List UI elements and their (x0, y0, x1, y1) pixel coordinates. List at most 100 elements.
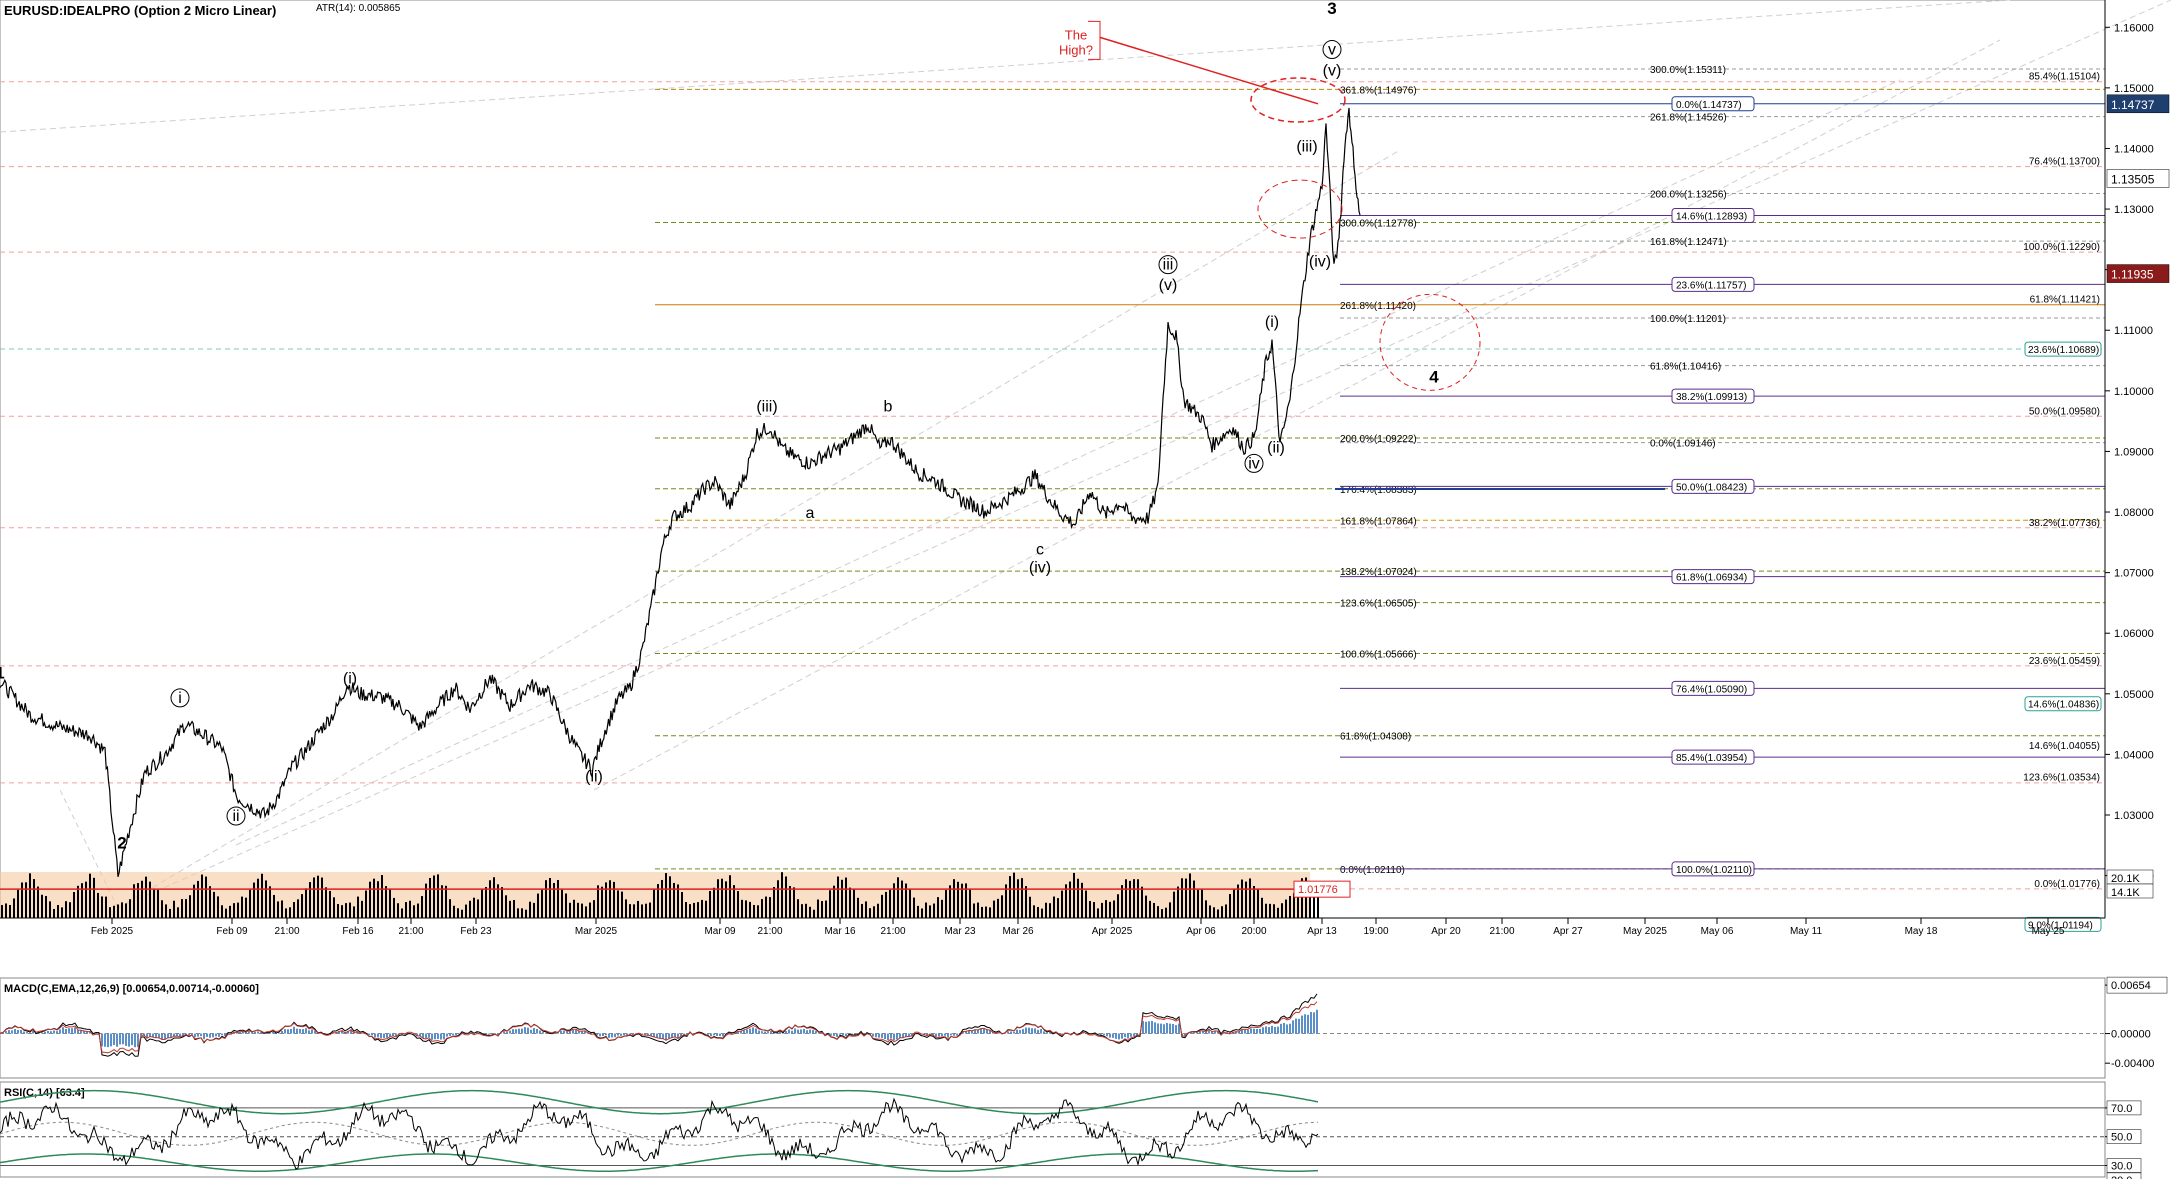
fib-label: 0.0%(1.02110) (1340, 865, 1405, 876)
wave-label: i (178, 690, 182, 707)
fib-label: 9.0%(1.01194) (2028, 920, 2093, 931)
macd-tick-label: -0.00400 (2111, 1058, 2154, 1070)
target-ellipses (1250, 77, 1481, 391)
time-tick-label: May 11 (1790, 926, 1822, 937)
price-tick-label: 1.03000 (2114, 810, 2154, 822)
fib-label: 0.0%(1.14737) (1676, 100, 1742, 111)
wave-label: (iii) (1296, 138, 1317, 155)
price-series (0, 107, 1361, 877)
price-badge (2106, 169, 2170, 188)
main-price-panel[interactable]: 361.8%(1.14976)300.0%(1.12778)261.8%(1.1… (0, 0, 2171, 932)
fib-label: 76.4%(1.13700) (2029, 157, 2100, 168)
price-badges: 1.14737 1.13505 1.11935 20.1K 14.1K 1.01776 (1293, 94, 2170, 899)
time-tick-label: Mar 26 (1002, 926, 1034, 937)
fib-label: 161.8%(1.07864) (1340, 516, 1417, 527)
time-tick-label: 21:00 (757, 926, 782, 937)
wave-label: 1 (0, 664, 5, 683)
time-tick-label: Apr 2025 (1092, 926, 1133, 937)
fib-label: 14.6%(1.04055) (2029, 741, 2100, 752)
rsi-title: RSI(C,14) [63.4] (4, 1087, 85, 1099)
trend-line (593, 39, 2001, 791)
price-tick-label: 1.06000 (2114, 628, 2154, 640)
price-line (0, 107, 1361, 877)
time-tick-label: Feb 2025 (91, 926, 134, 937)
macd-tick-label: 0.00654 (2111, 980, 2151, 992)
price-tick-label: 1.11000 (2114, 325, 2153, 337)
target-ellipse (1379, 293, 1481, 391)
price-tick-label: 1.07000 (2114, 568, 2154, 580)
fib-label: 100.0%(1.11201) (1650, 314, 1726, 325)
time-axis[interactable]: Feb 2025 Feb 09 21:00 Feb 16 21:00 Feb 23 Mar … (0, 917, 2105, 937)
fib-label: 38.2%(1.07736) (2029, 518, 2100, 529)
fib-box (1671, 96, 1755, 112)
fib-label: 85.4%(1.15104) (2029, 72, 2100, 83)
wave-circle (1158, 255, 1178, 275)
wave-label: a (806, 505, 815, 522)
rsi-tick-box (2106, 1129, 2142, 1144)
target-ellipse (1257, 179, 1343, 239)
fib-label: 200.0%(1.13256) (1650, 190, 1727, 201)
wave-label: (iii) (756, 398, 777, 415)
macd-series: 0.00654 0.00000 -0.00400 (0, 976, 2168, 1070)
fib-box (2024, 916, 2102, 932)
price-tick-label: 1.10000 (2114, 386, 2154, 398)
price-badge-label: 1.13505 (2111, 172, 2155, 186)
rsi-series: 70.0 50.0 30.0 20.0 (0, 1089, 2142, 1184)
fib-label: 23.6%(1.05459) (2029, 656, 2100, 667)
price-tick-label: 1.08000 (2114, 507, 2154, 519)
wave-label: (iv) (1309, 254, 1331, 271)
time-tick-label: 21:00 (880, 926, 905, 937)
fib-box (1671, 208, 1755, 224)
volume-badge-label: 20.1K (2111, 873, 2140, 885)
time-tick-label: May 25 (2032, 926, 2065, 937)
price-badge-label: 1.11935 (2111, 268, 2154, 282)
time-tick-label: 21:00 (1489, 926, 1514, 937)
fib-box (1671, 861, 1755, 877)
atr-indicator: ATR(14): 0.005865 (316, 3, 401, 14)
wave-label: (i) (343, 671, 357, 688)
trend-line (235, 79, 1901, 846)
time-tick-label: Mar 23 (944, 926, 976, 937)
wave-circle (170, 688, 190, 708)
fib-label: 61.8%(1.06934) (1676, 573, 1747, 584)
fib-box (2024, 696, 2102, 712)
fib-label: 23.6%(1.10689) (2028, 345, 2099, 356)
fib-label: 300.0%(1.12778) (1340, 219, 1417, 230)
macd-panel-border (0, 977, 2106, 1079)
wave-circle (1244, 453, 1264, 473)
wave-label: iv (1248, 455, 1260, 472)
price-tick-label: 1.14000 (2114, 143, 2154, 155)
macd-panel[interactable]: MACD(C,EMA,12,26,9) [0.00654,0.00714,-0.… (0, 976, 2168, 1079)
wave-circle (1322, 40, 1342, 60)
macd-value-badge (2106, 976, 2168, 994)
fib-box (1671, 388, 1755, 404)
fib-label: 200.0%(1.09222) (1340, 434, 1417, 445)
fib-label: 100.0%(1.05666) (1340, 649, 1417, 660)
fib-box (1671, 569, 1755, 585)
fib-label: 61.8%(1.11421) (2030, 295, 2100, 306)
fib-label: 123.6%(1.06505) (1340, 599, 1417, 610)
wave-label: b (884, 398, 893, 415)
rsi-tick-box (2106, 1158, 2142, 1173)
time-tick-label: May 06 (1701, 926, 1734, 937)
rsi-mid-line (0, 1121, 1318, 1146)
time-tick-label: 21:00 (274, 926, 299, 937)
trend-line (117, 0, 2171, 909)
annotation-text: High? (1059, 42, 1093, 57)
fib-label: 61.8%(1.04308) (1340, 732, 1411, 743)
rsi-panel[interactable]: RSI(C,14) [63.4] 70.0 50.0 30.0 20.0 (0, 1081, 2142, 1184)
wave-label: (ii) (1267, 440, 1285, 457)
wave-labels: 3v(v)(iii)(iv)iii(v)(i)(ii)iv4(iii) bac(i… (0, 0, 1439, 852)
wave-label: (iv) (1029, 560, 1051, 577)
target-ellipse (1250, 77, 1346, 123)
trend-line (0, 0, 2011, 133)
time-tick-label: Mar 09 (704, 926, 736, 937)
fibonacci-levels: 361.8%(1.14976) 300.0%(1.12778) 261.8%(1.1… (655, 65, 2105, 932)
time-tick-label: Mar 16 (824, 926, 856, 937)
rsi-tick-label: 70.0 (2111, 1103, 2132, 1115)
fib-label: 14.6%(1.12893) (1676, 212, 1747, 223)
macd-tick-label: 0.00000 (2111, 1029, 2151, 1041)
low-badge (1293, 880, 1351, 898)
